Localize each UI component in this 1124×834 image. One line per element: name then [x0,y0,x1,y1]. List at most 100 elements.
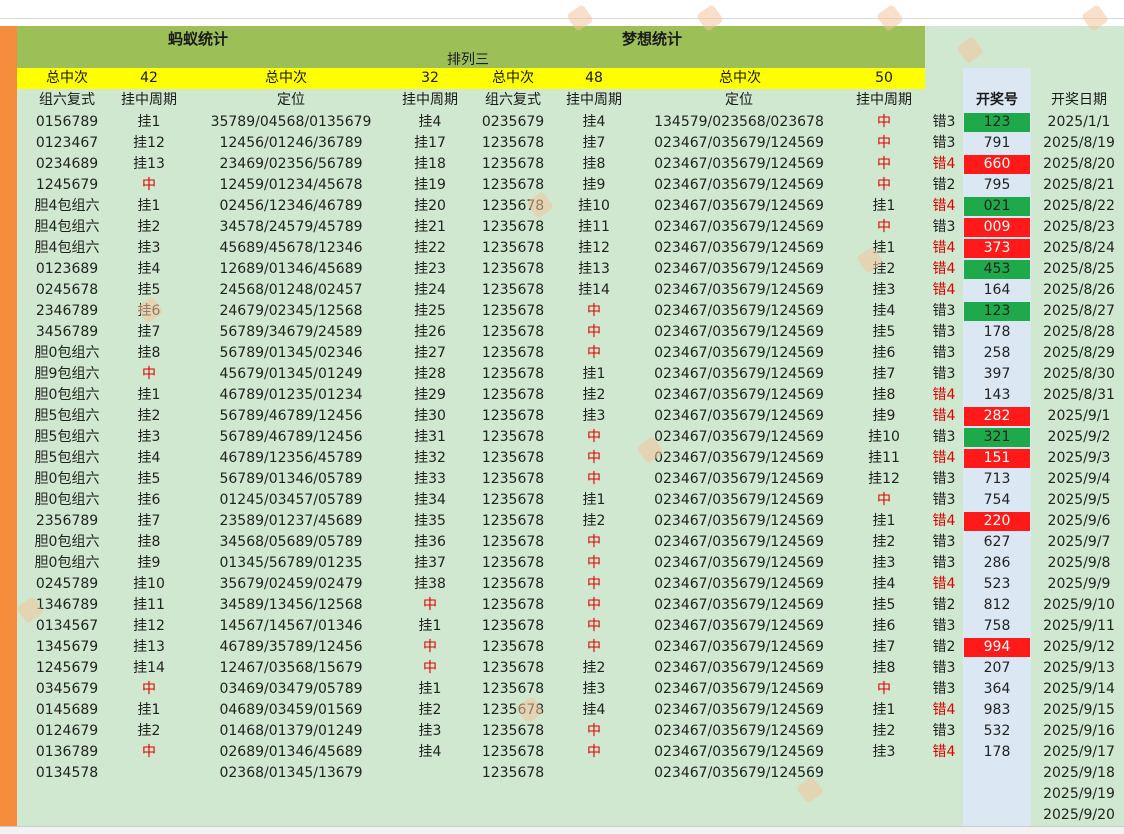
cell-h[interactable]: 挂7 [872,639,896,655]
cell-f[interactable]: 中 [587,723,601,739]
cell-b[interactable]: 挂11 [133,597,165,613]
cell-num[interactable]: 758 [983,618,1011,634]
cell-b[interactable]: 挂2 [137,723,161,739]
cell-f[interactable] [556,805,632,826]
cell-num[interactable]: 983 [983,702,1011,718]
cell-date[interactable]: 2025/9/8 [1047,555,1111,571]
cell-date[interactable]: 2025/8/27 [1043,303,1115,319]
cell-e[interactable]: 1235678 [481,135,545,151]
cell-b[interactable]: 挂5 [137,282,161,298]
cell-d[interactable]: 挂17 [414,135,446,151]
cell-g[interactable]: 023467/035679/124569 [654,261,824,277]
cell-f[interactable]: 挂9 [582,177,606,193]
cell-num[interactable]: 220 [964,512,1030,531]
cell-a[interactable]: 胆0包组六 [34,471,100,487]
cell-num[interactable]: 123 [964,302,1030,321]
cell-e[interactable] [470,805,556,826]
cell-a[interactable]: 胆0包组六 [34,345,100,361]
cell-c[interactable]: 46789/01235/01234 [219,387,363,403]
cell-c[interactable]: 35789/04568/0135679 [210,114,372,130]
cell-h[interactable]: 挂6 [872,618,896,634]
cell-b[interactable]: 挂1 [137,198,161,214]
cell-date[interactable]: 2025/9/6 [1047,513,1111,529]
cell-f[interactable]: 中 [587,345,601,361]
col-header-lottery-date[interactable]: 开奖日期 [1051,92,1107,108]
cell-b[interactable]: 挂13 [133,156,165,172]
cell-date[interactable]: 2025/9/16 [1043,723,1115,739]
col-header-h[interactable]: 挂中周期 [856,92,912,108]
cell-e[interactable]: 1235678 [481,219,545,235]
cell-err[interactable]: 错2 [932,177,956,193]
cell-d[interactable]: 挂20 [414,198,446,214]
cell-c[interactable]: 46789/35789/12456 [219,639,363,655]
cell-num[interactable]: 286 [983,555,1011,571]
cell-h[interactable]: 挂5 [872,324,896,340]
cell-d[interactable]: 挂22 [414,240,446,256]
cell-f[interactable]: 中 [587,450,601,466]
cell-date[interactable]: 2025/1/1 [1047,114,1111,130]
cell-date[interactable]: 2025/9/17 [1043,744,1115,760]
cell-date[interactable]: 2025/9/13 [1043,660,1115,676]
cell-f[interactable]: 挂1 [582,492,606,508]
cell-e[interactable]: 1235678 [481,450,545,466]
cell-b[interactable]: 挂3 [137,429,161,445]
cell-h[interactable]: 挂4 [872,576,896,592]
cell-a[interactable]: 2356789 [35,513,99,529]
cell-g[interactable]: 134579/023568/023678 [654,114,824,130]
cell-e[interactable]: 1235678 [481,513,545,529]
cell-d[interactable]: 挂32 [414,450,446,466]
cell-f[interactable]: 挂2 [582,513,606,529]
cell-err[interactable]: 错3 [932,345,956,361]
cell-f[interactable]: 挂3 [582,681,606,697]
col-header-d[interactable]: 挂中周期 [402,92,458,108]
cell-d[interactable]: 挂21 [414,219,446,235]
cell-b[interactable]: 挂1 [137,702,161,718]
cell-c[interactable]: 56789/01346/05789 [219,471,363,487]
cell-num[interactable]: 713 [983,471,1011,487]
cell-f[interactable]: 挂3 [582,408,606,424]
cell-date[interactable]: 2025/8/20 [1043,156,1115,172]
cell-num[interactable]: 523 [983,576,1011,592]
col-header-g[interactable]: 定位 [725,92,753,108]
cell-c[interactable]: 24679/02345/12568 [219,303,363,319]
cell-b[interactable]: 挂12 [133,618,165,634]
cell-f[interactable]: 中 [587,555,601,571]
cell-h[interactable]: 挂3 [872,744,896,760]
cell-b[interactable]: 挂3 [137,240,161,256]
cell-b[interactable]: 挂4 [137,450,161,466]
cell-c[interactable]: 56789/34679/24589 [219,324,363,340]
cell-a[interactable]: 0345679 [35,681,99,697]
cell-num[interactable]: 397 [983,366,1011,382]
cell-num[interactable]: 364 [983,681,1011,697]
cell-a[interactable]: 0156789 [35,114,99,130]
cell-date[interactable]: 2025/8/24 [1043,240,1115,256]
cell-c[interactable] [196,805,386,826]
cell-num[interactable]: 258 [983,345,1011,361]
cell-err[interactable]: 错4 [932,387,956,403]
cell-err[interactable] [925,784,963,805]
cell-date[interactable]: 2025/8/29 [1043,345,1115,361]
summary-value-3[interactable]: 48 [585,70,603,86]
cell-c[interactable]: 02456/12346/46789 [219,198,363,214]
cell-e[interactable] [470,784,556,805]
cell-a[interactable]: 1245679 [35,177,99,193]
cell-d[interactable]: 中 [423,597,437,613]
cell-a[interactable]: 胆4包组六 [34,198,100,214]
cell-e[interactable]: 1235678 [481,240,545,256]
cell-date[interactable]: 2025/8/23 [1043,219,1115,235]
cell-d[interactable]: 挂4 [418,744,442,760]
cell-date[interactable]: 2025/8/31 [1043,387,1115,403]
cell-d[interactable]: 挂35 [414,513,446,529]
cell-err[interactable]: 错3 [932,135,956,151]
cell-err[interactable]: 错3 [932,555,956,571]
cell-err[interactable]: 错2 [932,639,956,655]
cell-err[interactable]: 错3 [932,681,956,697]
cell-c[interactable]: 56789/46789/12456 [219,429,363,445]
cell-g[interactable]: 023467/035679/124569 [654,744,824,760]
cell-num[interactable]: 791 [983,135,1011,151]
cell-err[interactable]: 错3 [932,534,956,550]
cell-a[interactable]: 胆5包组六 [34,450,100,466]
cell-g[interactable]: 023467/035679/124569 [654,303,824,319]
cell-h[interactable]: 中 [877,681,891,697]
cell-f[interactable]: 中 [587,429,601,445]
